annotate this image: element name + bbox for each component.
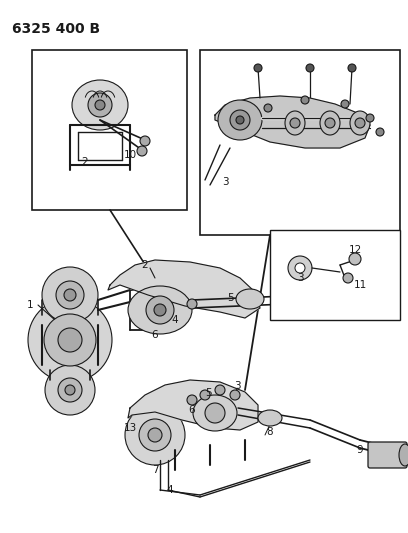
Text: 5: 5 (205, 388, 211, 398)
Text: 3: 3 (234, 381, 240, 391)
Bar (32, 50, 187, 210)
Circle shape (230, 110, 250, 130)
Bar (200, 50, 400, 235)
Circle shape (376, 128, 384, 136)
Circle shape (187, 395, 197, 405)
Circle shape (58, 378, 82, 402)
Text: 12: 12 (348, 245, 361, 255)
Ellipse shape (285, 111, 305, 135)
Circle shape (154, 304, 166, 316)
FancyBboxPatch shape (368, 442, 407, 468)
Polygon shape (128, 380, 258, 430)
Circle shape (301, 96, 309, 104)
Circle shape (44, 314, 96, 366)
Ellipse shape (320, 111, 340, 135)
Circle shape (290, 118, 300, 128)
Circle shape (139, 419, 171, 451)
Text: 4: 4 (167, 485, 173, 495)
Circle shape (215, 385, 225, 395)
Ellipse shape (128, 286, 192, 334)
Circle shape (236, 116, 244, 124)
Circle shape (28, 298, 112, 382)
Circle shape (306, 64, 314, 72)
Text: 6: 6 (188, 405, 195, 415)
Text: 6: 6 (152, 330, 158, 340)
Circle shape (187, 299, 197, 309)
Circle shape (355, 118, 365, 128)
Circle shape (254, 64, 262, 72)
Circle shape (325, 118, 335, 128)
Text: 9: 9 (357, 445, 363, 455)
Circle shape (288, 256, 312, 280)
Circle shape (125, 405, 185, 465)
Text: 11: 11 (353, 280, 367, 290)
Ellipse shape (193, 395, 237, 431)
Ellipse shape (350, 111, 370, 135)
Bar (270, 230, 400, 320)
Circle shape (56, 281, 84, 309)
Circle shape (58, 328, 82, 352)
Circle shape (146, 296, 174, 324)
Text: 6325 400 B: 6325 400 B (12, 22, 100, 36)
Text: 4: 4 (172, 315, 178, 325)
Circle shape (45, 365, 95, 415)
Circle shape (95, 100, 105, 110)
Text: 3: 3 (297, 273, 303, 283)
Circle shape (140, 136, 150, 146)
Circle shape (65, 385, 75, 395)
Text: 1: 1 (27, 300, 33, 310)
Text: 2: 2 (142, 260, 149, 270)
Text: 3: 3 (222, 177, 228, 187)
Text: 13: 13 (123, 423, 137, 433)
Circle shape (343, 273, 353, 283)
Text: 5: 5 (227, 293, 233, 303)
Ellipse shape (218, 100, 262, 140)
Circle shape (200, 390, 210, 400)
Text: 10: 10 (124, 150, 137, 160)
Circle shape (205, 403, 225, 423)
Circle shape (348, 64, 356, 72)
Ellipse shape (72, 80, 128, 130)
Ellipse shape (236, 289, 264, 309)
Circle shape (230, 390, 240, 400)
Circle shape (64, 289, 76, 301)
Circle shape (88, 93, 112, 117)
Circle shape (148, 428, 162, 442)
Circle shape (341, 100, 349, 108)
Circle shape (366, 114, 374, 122)
Ellipse shape (258, 410, 282, 426)
Text: 8: 8 (267, 427, 273, 437)
Ellipse shape (399, 444, 408, 466)
Circle shape (137, 146, 147, 156)
Circle shape (42, 267, 98, 323)
Circle shape (295, 263, 305, 273)
Circle shape (264, 104, 272, 112)
Text: 7: 7 (152, 465, 158, 475)
Polygon shape (215, 96, 370, 148)
Circle shape (349, 253, 361, 265)
Polygon shape (108, 260, 260, 318)
Circle shape (303, 294, 313, 304)
Text: 2: 2 (82, 157, 88, 167)
